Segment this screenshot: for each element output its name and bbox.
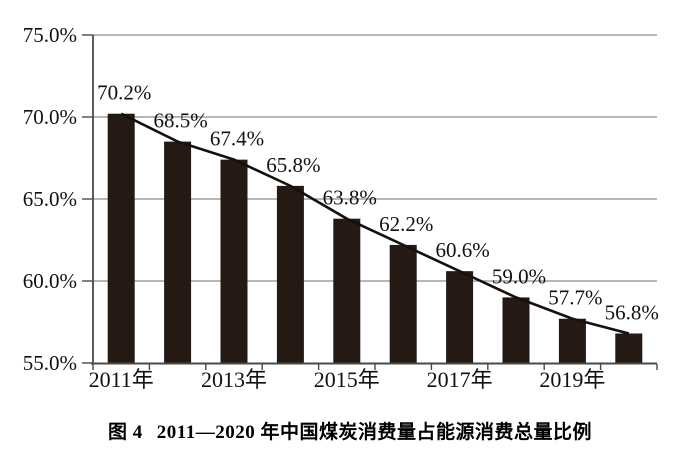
bar-value-label: 65.8% [266, 153, 320, 177]
bar-value-label: 63.8% [323, 186, 377, 210]
y-axis-label: 55.0% [23, 351, 77, 375]
bar [276, 185, 304, 363]
bar [107, 113, 135, 363]
x-axis-label: 2013年 [201, 367, 267, 392]
bar-value-label: 70.2% [97, 81, 151, 105]
bar-value-label: 59.0% [492, 264, 546, 288]
bar [558, 318, 586, 363]
y-axis-label: 65.0% [23, 187, 77, 211]
bar [389, 244, 417, 363]
bar [220, 159, 248, 363]
bar-value-label: 67.4% [210, 127, 264, 151]
trend-line [120, 112, 630, 335]
bar-value-label: 68.5% [153, 109, 207, 133]
x-axis-label: 2019年 [539, 367, 605, 392]
y-axis-label: 60.0% [23, 269, 77, 293]
bar-value-label: 60.6% [435, 238, 489, 262]
figure-caption: 图 4 2011—2020 年中国煤炭消费量占能源消费总量比例 [0, 417, 700, 444]
bar [502, 297, 530, 363]
bar-value-label: 62.2% [379, 212, 433, 236]
bar-value-label: 56.8% [605, 300, 659, 324]
y-axis-label: 75.0% [23, 23, 77, 47]
bar-chart-svg: 75.0% 70.0% 65.0% 60.0% 55.0% 70.2%68.5%67.4%… [23, 23, 659, 392]
y-axis-label: 70.0% [23, 105, 77, 129]
bar [333, 218, 361, 363]
bar-value-label: 57.7% [548, 286, 602, 310]
x-axis-label: 2015年 [314, 367, 380, 392]
bar [615, 333, 643, 363]
bar [446, 271, 474, 363]
bar [164, 141, 192, 363]
x-axis-label: 2011年 [89, 367, 154, 392]
figure-title: 2011—2020 年中国煤炭消费量占能源消费总量比例 [156, 422, 592, 443]
figure-number-label: 图 4 [108, 422, 143, 443]
x-axis-label: 2017年 [427, 367, 493, 392]
